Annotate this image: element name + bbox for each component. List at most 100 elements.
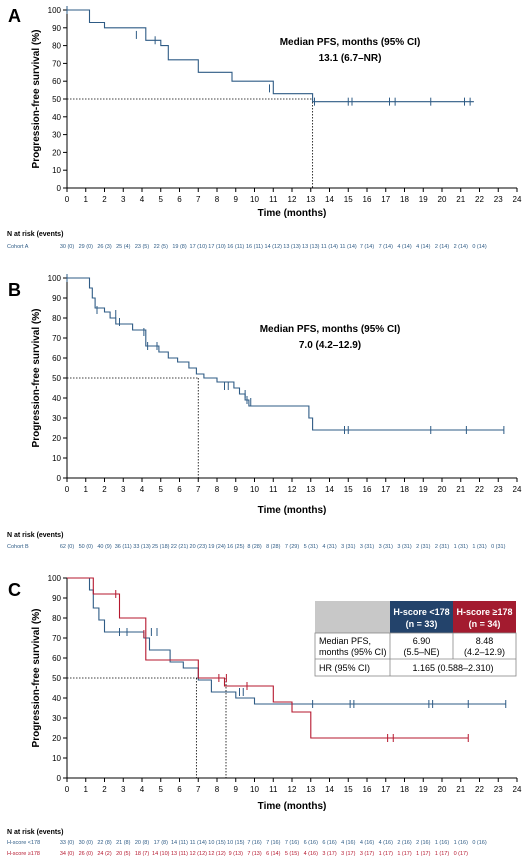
x-tick-label: 7 bbox=[196, 195, 201, 204]
y-tick-label: 50 bbox=[52, 674, 61, 683]
y-tick-label: 20 bbox=[52, 734, 61, 743]
km-curve-low-hscore-line bbox=[67, 577, 506, 705]
risk-value: 16 (11) bbox=[246, 244, 263, 250]
x-tick-label: 6 bbox=[177, 485, 182, 494]
risk-value: 3 (31) bbox=[341, 544, 356, 550]
median-pfs-title: Median PFS, months (95% CI) bbox=[280, 37, 421, 48]
x-tick-label: 14 bbox=[325, 195, 334, 204]
x-tick-label: 23 bbox=[494, 485, 503, 494]
x-tick-label: 18 bbox=[400, 785, 409, 794]
table-col2-subheader: (n = 34) bbox=[469, 619, 501, 629]
panel-letter: B bbox=[8, 280, 21, 300]
risk-value: 9 (13) bbox=[229, 851, 244, 857]
x-tick-label: 7 bbox=[196, 485, 201, 494]
x-tick-label: 17 bbox=[381, 195, 390, 204]
risk-value: 13 (11) bbox=[171, 851, 188, 857]
x-tick-label: 1 bbox=[84, 485, 89, 494]
risk-value: 21 (8) bbox=[116, 840, 131, 846]
x-tick-label: 18 bbox=[400, 485, 409, 494]
x-tick-label: 5 bbox=[159, 195, 164, 204]
risk-value: 2 (31) bbox=[435, 544, 450, 550]
y-tick-label: 70 bbox=[52, 334, 61, 343]
table-row1-col2-ci: (4.2–12.9) bbox=[464, 647, 505, 657]
risk-value: 12 (12) bbox=[190, 851, 208, 857]
x-tick-label: 14 bbox=[325, 785, 334, 794]
y-tick-label: 50 bbox=[52, 374, 61, 383]
risk-value: 12 (12) bbox=[208, 851, 226, 857]
y-axis-label: Progression-free survival (%) bbox=[31, 30, 42, 169]
x-tick-label: 18 bbox=[400, 195, 409, 204]
risk-value: 33 (0) bbox=[60, 840, 75, 846]
risk-value: 25 (18) bbox=[152, 544, 170, 550]
x-tick-label: 11 bbox=[269, 195, 278, 204]
risk-value: 30 (0) bbox=[79, 840, 94, 846]
km-curve-line bbox=[67, 9, 474, 103]
y-tick-label: 90 bbox=[52, 594, 61, 603]
x-tick-label: 8 bbox=[215, 195, 220, 204]
risk-value: 3 (31) bbox=[379, 544, 394, 550]
y-tick-label: 30 bbox=[52, 714, 61, 723]
risk-value: 2 (31) bbox=[416, 544, 431, 550]
x-tick-label: 16 bbox=[363, 485, 372, 494]
risk-value: 10 (15) bbox=[227, 840, 245, 846]
risk-value: 17 (10) bbox=[190, 244, 208, 250]
x-tick-label: 3 bbox=[121, 195, 126, 204]
y-tick-label: 100 bbox=[48, 574, 62, 583]
x-tick-label: 21 bbox=[456, 485, 465, 494]
x-tick-label: 4 bbox=[140, 785, 145, 794]
y-tick-label: 0 bbox=[57, 474, 62, 483]
x-tick-label: 10 bbox=[250, 785, 259, 794]
x-tick-label: 10 bbox=[250, 195, 259, 204]
x-tick-label: 9 bbox=[234, 785, 239, 794]
risk-value: 0 (17) bbox=[454, 851, 469, 857]
risk-value: 22 (5) bbox=[154, 244, 169, 250]
risk-value: 19 (24) bbox=[208, 544, 226, 550]
risk-value: 3 (17) bbox=[360, 851, 375, 857]
risk-value: 29 (0) bbox=[79, 244, 94, 250]
risk-value: 25 (4) bbox=[116, 244, 131, 250]
risk-value: 6 (16) bbox=[304, 840, 319, 846]
x-tick-label: 2 bbox=[102, 195, 107, 204]
risk-value: 30 (0) bbox=[60, 244, 75, 250]
x-tick-label: 15 bbox=[344, 485, 353, 494]
x-tick-label: 19 bbox=[419, 785, 428, 794]
y-tick-label: 80 bbox=[52, 614, 61, 623]
risk-value: 18 (7) bbox=[135, 851, 150, 857]
x-tick-label: 1 bbox=[84, 785, 89, 794]
risk-value: 7 (13) bbox=[247, 851, 262, 857]
x-tick-label: 16 bbox=[363, 195, 372, 204]
risk-value: 3 (31) bbox=[360, 544, 375, 550]
y-tick-label: 90 bbox=[52, 294, 61, 303]
y-tick-label: 10 bbox=[52, 454, 61, 463]
risk-value: 0 (31) bbox=[491, 544, 506, 550]
table-header-high-cell bbox=[453, 601, 516, 633]
risk-value: 24 (2) bbox=[97, 851, 112, 857]
risk-value: 1 (17) bbox=[416, 851, 431, 857]
x-tick-label: 10 bbox=[250, 485, 259, 494]
x-tick-label: 3 bbox=[121, 485, 126, 494]
x-axis-label: Time (months) bbox=[258, 801, 327, 812]
risk-value: 2 (14) bbox=[435, 244, 450, 250]
km-curve-line bbox=[67, 277, 504, 431]
risk-table-header: N at risk (events) bbox=[7, 532, 63, 539]
x-tick-label: 8 bbox=[215, 485, 220, 494]
risk-value: 16 (11) bbox=[227, 244, 244, 250]
risk-value: 36 (11) bbox=[115, 544, 132, 550]
table-body bbox=[314, 632, 517, 677]
y-tick-label: 20 bbox=[52, 434, 61, 443]
risk-value: 6 (14) bbox=[266, 851, 281, 857]
risk-value: 20 (5) bbox=[116, 851, 131, 857]
risk-value: 13 (13) bbox=[283, 244, 301, 250]
risk-value: 7 (14) bbox=[379, 244, 394, 250]
x-tick-label: 11 bbox=[269, 785, 278, 794]
x-axis-label: Time (months) bbox=[258, 505, 327, 516]
y-tick-label: 30 bbox=[52, 414, 61, 423]
risk-value: 10 (15) bbox=[208, 840, 226, 846]
y-tick-label: 20 bbox=[52, 148, 61, 157]
x-tick-label: 23 bbox=[494, 195, 503, 204]
y-tick-label: 60 bbox=[52, 77, 61, 86]
risk-row-label: Cohort B bbox=[7, 544, 29, 550]
x-tick-label: 2 bbox=[102, 485, 107, 494]
